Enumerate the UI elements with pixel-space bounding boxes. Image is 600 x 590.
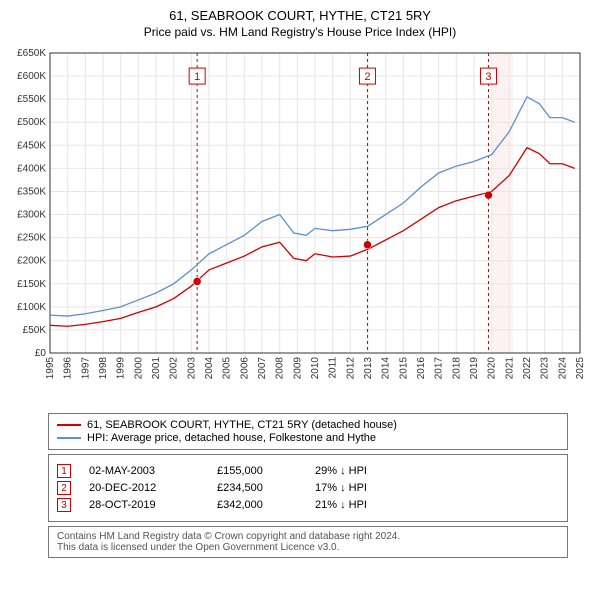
x-tick-label: 2012 (345, 357, 356, 380)
y-tick-label: £650K (17, 48, 46, 59)
x-tick-label: 2025 (575, 357, 586, 380)
event-date: 20-DEC-2012 (89, 482, 199, 494)
event-delta: 21% ↓ HPI (315, 499, 395, 511)
x-tick-label: 1996 (63, 357, 74, 380)
x-tick-label: 2018 (451, 357, 462, 380)
chart-subtitle: Price paid vs. HM Land Registry's House … (8, 25, 592, 39)
x-tick-label: 2015 (398, 357, 409, 380)
event-price: £155,000 (217, 465, 297, 477)
y-tick-label: £100K (17, 302, 46, 313)
y-tick-label: £350K (17, 186, 46, 197)
x-tick-label: 2005 (222, 357, 233, 380)
legend-swatch (57, 424, 81, 426)
event-point (193, 277, 201, 285)
event-point (484, 191, 492, 199)
x-tick-label: 2016 (416, 357, 427, 380)
event-delta: 29% ↓ HPI (315, 465, 395, 477)
x-tick-label: 2014 (381, 357, 392, 380)
y-tick-label: £200K (17, 256, 46, 267)
x-tick-label: 1998 (98, 357, 109, 380)
legend-swatch (57, 437, 81, 439)
y-tick-label: £300K (17, 210, 46, 221)
y-tick-label: £500K (17, 117, 46, 128)
y-tick-label: £550K (17, 94, 46, 105)
x-tick-label: 2023 (540, 357, 551, 380)
y-tick-label: £250K (17, 233, 46, 244)
event-row: 2 20-DEC-2012 £234,500 17% ↓ HPI (57, 481, 559, 495)
x-tick-label: 1995 (45, 357, 56, 380)
x-tick-label: 2013 (363, 357, 374, 380)
legend-row: 61, SEABROOK COURT, HYTHE, CT21 5RY (det… (57, 419, 559, 431)
x-tick-label: 2004 (204, 357, 215, 380)
event-date: 28-OCT-2019 (89, 499, 199, 511)
x-tick-label: 1997 (80, 357, 91, 380)
event-label-num: 2 (364, 71, 370, 83)
x-tick-label: 2024 (557, 357, 568, 380)
y-tick-label: £450K (17, 140, 46, 151)
x-tick-label: 2022 (522, 357, 533, 380)
event-marker: 3 (57, 498, 71, 512)
footer-line: This data is licensed under the Open Gov… (57, 542, 559, 553)
x-tick-label: 2002 (169, 357, 180, 380)
legend: 61, SEABROOK COURT, HYTHE, CT21 5RY (det… (48, 413, 568, 450)
event-delta: 17% ↓ HPI (315, 482, 395, 494)
x-tick-label: 2009 (292, 357, 303, 380)
event-price: £342,000 (217, 499, 297, 511)
x-tick-label: 2000 (133, 357, 144, 380)
x-tick-label: 2003 (186, 357, 197, 380)
legend-label: 61, SEABROOK COURT, HYTHE, CT21 5RY (det… (87, 419, 397, 431)
x-tick-label: 2010 (310, 357, 321, 380)
x-tick-label: 2020 (487, 357, 498, 380)
event-row: 1 02-MAY-2003 £155,000 29% ↓ HPI (57, 464, 559, 478)
legend-label: HPI: Average price, detached house, Folk… (87, 432, 376, 444)
event-point (363, 241, 371, 249)
chart-title: 61, SEABROOK COURT, HYTHE, CT21 5RY (8, 8, 592, 23)
event-marker: 2 (57, 481, 71, 495)
y-tick-label: £50K (23, 325, 47, 336)
x-tick-label: 2007 (257, 357, 268, 380)
event-label-num: 1 (194, 71, 200, 83)
y-tick-label: £600K (17, 71, 46, 82)
x-tick-label: 2011 (328, 357, 339, 379)
x-tick-label: 2019 (469, 357, 480, 380)
y-tick-label: £150K (17, 279, 46, 290)
licence-footer: Contains HM Land Registry data © Crown c… (48, 526, 568, 558)
event-label-num: 3 (485, 71, 491, 83)
y-tick-label: £400K (17, 163, 46, 174)
x-tick-label: 2001 (151, 357, 162, 380)
x-tick-label: 2017 (434, 357, 445, 380)
event-marker: 1 (57, 464, 71, 478)
events-table: 1 02-MAY-2003 £155,000 29% ↓ HPI 2 20-DEC-201… (48, 454, 568, 522)
x-tick-label: 2006 (239, 357, 250, 380)
x-tick-label: 2021 (504, 357, 515, 380)
price-chart: £0£50K£100K£150K£200K£250K£300K£350K£400… (8, 47, 592, 407)
legend-row: HPI: Average price, detached house, Folk… (57, 432, 559, 444)
footer-line: Contains HM Land Registry data © Crown c… (57, 531, 559, 542)
x-tick-label: 2008 (275, 357, 286, 380)
event-date: 02-MAY-2003 (89, 465, 199, 477)
x-tick-label: 1999 (116, 357, 127, 380)
event-price: £234,500 (217, 482, 297, 494)
event-row: 3 28-OCT-2019 £342,000 21% ↓ HPI (57, 498, 559, 512)
